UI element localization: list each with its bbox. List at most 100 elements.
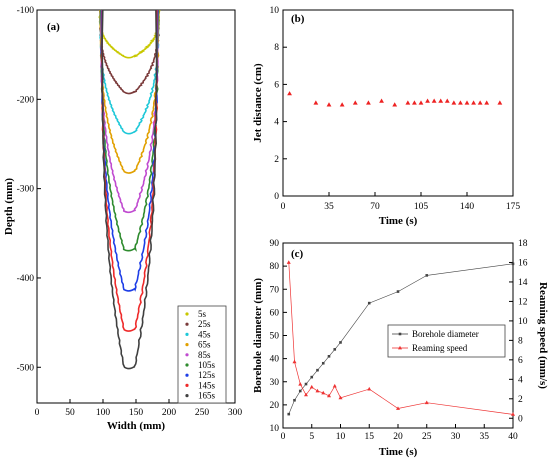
data-point bbox=[396, 406, 400, 410]
x-tick-label: 150 bbox=[129, 408, 144, 418]
profile-line bbox=[100, 9, 159, 332]
legend-label: Borehole diameter bbox=[412, 329, 479, 339]
y-tick-label-right: 8 bbox=[518, 336, 523, 346]
data-point bbox=[339, 341, 342, 344]
y-tick-label-left: 10 bbox=[270, 424, 280, 434]
data-point bbox=[497, 100, 503, 105]
legend-marker bbox=[398, 345, 402, 350]
legend-label: 85s bbox=[198, 350, 211, 360]
y-tick-label-right: 18 bbox=[518, 239, 528, 249]
x-tick-label: 300 bbox=[228, 408, 243, 418]
y-tick-label-right: 0 bbox=[518, 414, 523, 424]
y-tick-label: -400 bbox=[17, 274, 35, 284]
legend-label: 65s bbox=[198, 340, 211, 350]
data-point bbox=[326, 102, 332, 107]
data-point bbox=[338, 395, 343, 400]
x-tick-label: 50 bbox=[65, 408, 75, 418]
legend-marker bbox=[185, 373, 189, 377]
data-point bbox=[286, 260, 291, 264]
y-tick-label-right: 12 bbox=[518, 297, 528, 307]
profile-line bbox=[101, 9, 158, 370]
legend-marker bbox=[185, 332, 189, 336]
profile-line bbox=[99, 9, 160, 135]
profile-line bbox=[100, 9, 159, 292]
data-point bbox=[379, 98, 384, 103]
data-point bbox=[315, 388, 320, 393]
series-line bbox=[288, 262, 514, 415]
x-tick-label: 0 bbox=[281, 432, 286, 442]
data-point bbox=[352, 100, 358, 105]
y-tick-label: -100 bbox=[17, 6, 35, 16]
panel-label: (c) bbox=[291, 248, 304, 260]
y-tick-label-right: 2 bbox=[518, 395, 523, 405]
x-tick-label: 140 bbox=[460, 202, 475, 212]
legend-label: 45s bbox=[198, 329, 211, 339]
x-axis-label: Time (s) bbox=[379, 446, 418, 458]
x-tick-label: 250 bbox=[195, 408, 210, 418]
profile-line bbox=[99, 9, 159, 214]
data-point bbox=[392, 102, 398, 107]
y-tick-label-right: 14 bbox=[518, 278, 528, 288]
panel-b-frame bbox=[282, 9, 514, 197]
legend-marker bbox=[185, 322, 189, 326]
legend-marker bbox=[185, 353, 189, 357]
profile-line bbox=[98, 9, 161, 95]
y-tick-label-right: 10 bbox=[518, 317, 528, 327]
y-tick-label: 2 bbox=[274, 155, 279, 165]
profile-line bbox=[98, 9, 161, 59]
legend-label: 105s bbox=[198, 360, 216, 370]
data-point bbox=[287, 412, 291, 416]
legend-marker bbox=[185, 394, 189, 398]
y-tick-label: 6 bbox=[274, 80, 279, 90]
legend-box bbox=[387, 324, 506, 358]
y-axis-label-right: Reaming speed (mm/s) bbox=[537, 282, 549, 389]
data-point bbox=[298, 381, 303, 386]
panel-label: (a) bbox=[47, 21, 60, 33]
data-point bbox=[444, 98, 450, 103]
y-tick-label-left: 30 bbox=[270, 378, 280, 388]
y-axis-label: Depth (mm) bbox=[3, 178, 15, 235]
y-tick-label-left: 70 bbox=[270, 285, 280, 295]
data-point bbox=[333, 348, 337, 351]
x-tick-label: 30 bbox=[451, 432, 461, 442]
data-point bbox=[511, 412, 515, 416]
data-point bbox=[327, 355, 331, 358]
data-point bbox=[298, 389, 302, 393]
y-tick-label: -300 bbox=[17, 185, 35, 195]
y-tick-label-left: 60 bbox=[270, 308, 280, 318]
profile-line bbox=[99, 9, 160, 174]
data-point bbox=[425, 98, 430, 103]
data-point bbox=[424, 400, 429, 405]
data-point bbox=[425, 274, 429, 277]
legend-label: 145s bbox=[198, 380, 216, 390]
data-point bbox=[438, 98, 444, 103]
data-point bbox=[477, 100, 483, 105]
data-point bbox=[418, 100, 424, 105]
data-point bbox=[313, 100, 319, 105]
data-point bbox=[405, 100, 411, 105]
x-tick-label: 175 bbox=[506, 202, 521, 212]
data-point bbox=[511, 262, 515, 266]
legend-marker bbox=[185, 363, 189, 367]
y-tick-label: 4 bbox=[274, 118, 279, 128]
y-tick-label-right: 6 bbox=[518, 356, 523, 366]
data-point bbox=[431, 98, 437, 103]
y-axis-label-left: Borehole diameter (mm) bbox=[252, 278, 264, 393]
y-tick-label: -500 bbox=[17, 363, 35, 373]
data-point bbox=[412, 100, 417, 105]
data-point bbox=[327, 393, 331, 398]
data-point bbox=[332, 383, 337, 388]
x-tick-label: 40 bbox=[508, 432, 518, 442]
legend-label: 25s bbox=[198, 319, 211, 329]
data-point bbox=[458, 100, 463, 105]
data-point bbox=[396, 290, 400, 293]
y-tick-label: -200 bbox=[17, 95, 35, 105]
data-point bbox=[321, 390, 326, 395]
data-point bbox=[471, 100, 476, 105]
panel-c-chart: 0 5 10 15 20 25 30 35 40 10 20 30 40 50 60 70 80 90 0 2 4 6 8 1… bbox=[252, 239, 549, 458]
x-axis-label: Width (mm) bbox=[107, 420, 165, 432]
data-point bbox=[484, 100, 490, 105]
x-tick-label: 35 bbox=[480, 432, 490, 442]
data-point bbox=[310, 375, 314, 379]
